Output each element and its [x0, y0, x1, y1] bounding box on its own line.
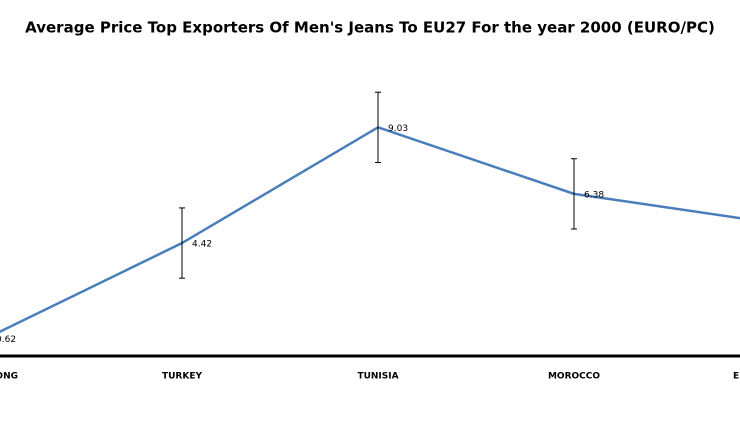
x-tick-label: E [733, 372, 739, 382]
x-tick-label: TURKEY [162, 372, 202, 382]
x-tick-label: TUNISIA [357, 372, 398, 382]
chart-title: Average Price Top Exporters Of Men's Jea… [25, 19, 715, 37]
data-label: 6.38 [584, 190, 604, 200]
data-label: 9.03 [388, 124, 408, 134]
x-tick-label: ONG [0, 372, 18, 382]
data-label: 0.62 [0, 335, 16, 345]
data-label: 4.42 [192, 240, 212, 250]
x-tick-label: MOROCCO [548, 372, 600, 382]
